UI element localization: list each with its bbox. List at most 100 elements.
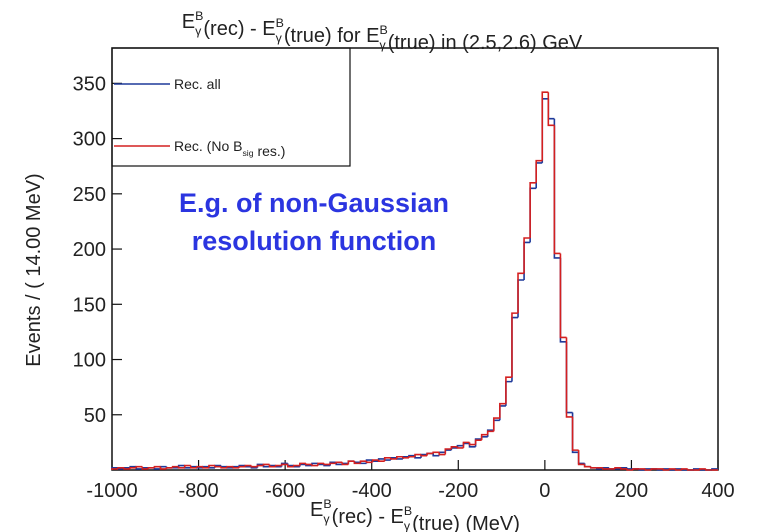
histogram-step — [699, 468, 706, 470]
histogram-step — [602, 467, 609, 470]
histogram-step — [486, 430, 494, 435]
legend-box — [111, 47, 351, 167]
histogram-step — [377, 460, 385, 462]
histogram-step — [565, 337, 573, 418]
histogram-step — [299, 463, 306, 467]
histogram-step — [444, 448, 452, 455]
text-part: Rec. all — [174, 76, 221, 92]
histogram-step — [432, 453, 440, 457]
histogram-step — [123, 467, 131, 470]
rich-text: EB γ (rec) - EB γ (true) (MeV) — [310, 497, 520, 532]
histogram-step — [705, 468, 712, 471]
histogram-step — [396, 455, 403, 459]
histogram-step — [480, 433, 488, 441]
superscript: B — [404, 504, 412, 518]
histogram-step — [565, 341, 573, 414]
histogram-step — [196, 465, 203, 468]
y-tick-label: 100 — [73, 350, 106, 372]
histogram-step — [432, 451, 440, 454]
histogram-step — [492, 417, 500, 432]
histogram-step — [523, 241, 531, 280]
subscript: γ — [379, 38, 386, 52]
histogram-step — [499, 402, 506, 419]
text-part: (rec) - E — [332, 506, 404, 528]
subscript: γ — [276, 31, 283, 45]
histogram-step — [462, 442, 470, 446]
histogram-step — [674, 468, 682, 471]
histogram-step — [177, 466, 185, 469]
histogram-step — [159, 466, 167, 470]
histogram-step — [293, 464, 300, 467]
histogram-step — [614, 466, 622, 469]
histogram-step — [389, 457, 397, 460]
histogram-step — [583, 464, 591, 468]
histogram-step — [402, 456, 409, 459]
histogram-step — [559, 257, 567, 343]
histogram-step — [620, 467, 628, 470]
histogram-step — [268, 464, 276, 468]
histogram-step — [335, 461, 343, 464]
histogram-step — [232, 466, 240, 469]
histogram-step — [383, 457, 391, 462]
histogram-step — [353, 461, 361, 465]
subscript: sig — [242, 148, 253, 158]
histogram-step — [396, 457, 403, 460]
histogram-step — [214, 465, 222, 468]
rich-text: EB γ (rec) - EB γ (true) for EB γ (true) in (2… — [182, 9, 583, 54]
text-part: (true) (MeV) — [412, 513, 520, 532]
text-part: res.) — [254, 143, 286, 159]
histogram-step — [529, 187, 537, 243]
histogram-step — [244, 464, 252, 467]
histogram-step — [456, 446, 464, 449]
histogram-step — [183, 464, 191, 468]
histogram-step — [117, 466, 125, 469]
histogram-step — [371, 459, 379, 463]
histogram-step — [505, 380, 512, 406]
histogram-step — [541, 91, 549, 161]
histogram-step — [577, 452, 585, 465]
histogram-step — [577, 450, 585, 466]
text-part: Rec. (No B — [174, 138, 242, 154]
superscript: B — [323, 497, 331, 511]
histogram-step — [274, 464, 282, 467]
histogram-step — [650, 468, 658, 470]
histogram-step — [208, 466, 216, 469]
x-tick-label: 400 — [701, 480, 734, 502]
histogram-step — [111, 468, 119, 470]
y-tick-label: 150 — [73, 294, 106, 316]
histogram-step — [626, 468, 634, 471]
histogram-step — [462, 441, 470, 448]
histogram-step — [517, 272, 525, 314]
superscript: B — [195, 9, 203, 23]
histogram-step — [626, 467, 634, 470]
x-tick-label: 200 — [615, 480, 648, 502]
histogram-step — [444, 449, 452, 453]
histogram-step — [559, 253, 567, 339]
x-tick-label: -200 — [438, 480, 478, 502]
histogram-step — [171, 465, 179, 468]
histogram-step — [341, 462, 349, 466]
histogram-step — [680, 468, 688, 470]
histogram-step — [408, 455, 415, 458]
histogram-step — [353, 461, 361, 464]
histogram-step — [547, 98, 555, 120]
histogram-step — [311, 464, 319, 467]
histogram-step — [426, 452, 434, 456]
histogram-step — [305, 463, 312, 466]
rich-text: Rec. all — [174, 76, 221, 92]
histogram-step — [250, 465, 258, 468]
histogram-step — [511, 312, 519, 378]
histogram-step — [571, 412, 579, 454]
text-part: E — [182, 11, 195, 33]
histogram-step — [359, 460, 367, 464]
annotation: E.g. of non-Gaussian — [179, 188, 449, 218]
histogram-step — [589, 466, 597, 469]
text-part: E — [310, 499, 323, 521]
histogram-step — [511, 316, 519, 382]
histogram-step — [541, 98, 549, 163]
histogram-step — [553, 118, 561, 259]
histogram-step — [365, 461, 373, 464]
histogram-step — [202, 466, 209, 469]
annotation: resolution function — [192, 226, 436, 256]
